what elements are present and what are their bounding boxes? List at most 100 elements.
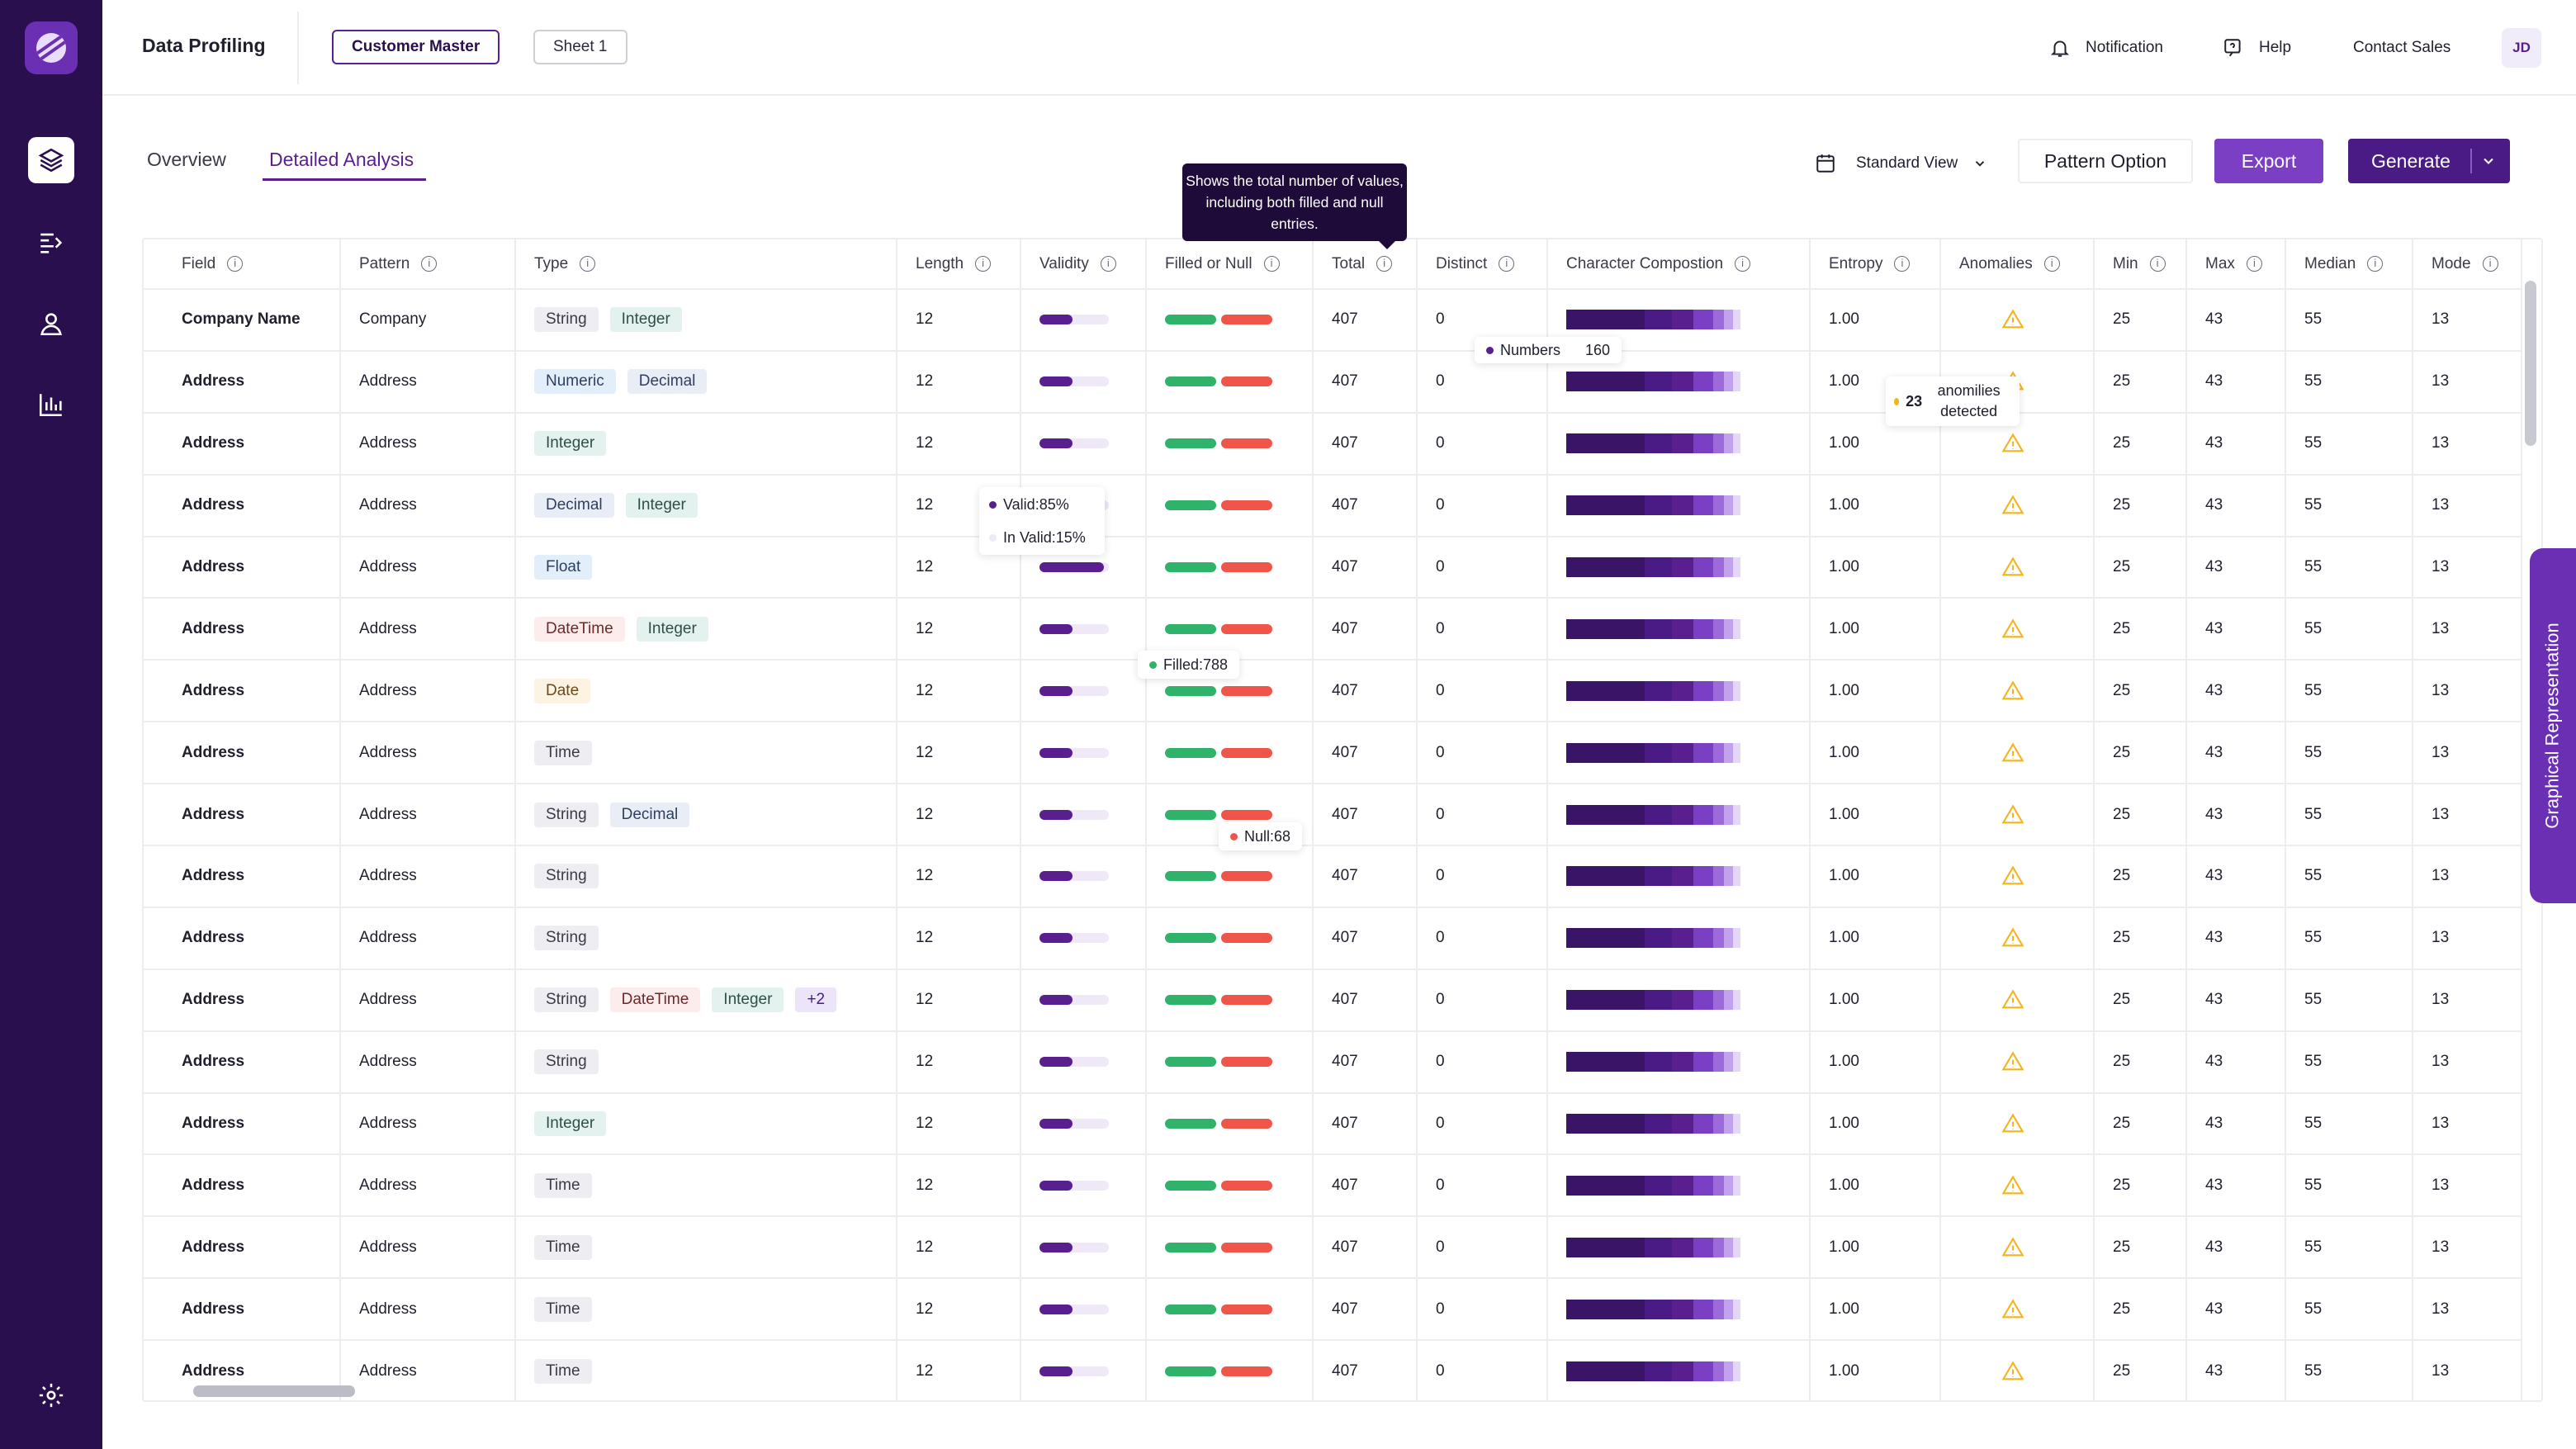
column-header[interactable]: Max i: [2186, 239, 2286, 290]
table-row[interactable]: Address Address Float 12 407 0 1.00 25 43 55 13: [144, 536, 2522, 599]
character-composition-bar[interactable]: [1566, 1237, 1741, 1257]
info-icon[interactable]: i: [2482, 255, 2498, 272]
filled-null-bar[interactable]: [1165, 1057, 1272, 1068]
info-icon[interactable]: i: [2043, 255, 2060, 272]
graphical-representation-tab[interactable]: Graphical Representation: [2530, 548, 2576, 903]
user-icon[interactable]: [28, 301, 74, 347]
info-icon[interactable]: i: [227, 255, 244, 272]
warning-icon[interactable]: [2001, 494, 2025, 517]
column-header[interactable]: Anomalies i: [1940, 239, 2095, 290]
filled-null-bar[interactable]: [1165, 871, 1272, 882]
validity-bar[interactable]: [1039, 747, 1109, 758]
validity-bar[interactable]: [1039, 685, 1109, 696]
table-row[interactable]: Address Address Numeric Decimal 12 407 0 1.00 25…: [144, 350, 2522, 414]
column-header[interactable]: Min i: [2094, 239, 2187, 290]
filled-null-bar[interactable]: [1165, 1304, 1272, 1314]
filled-null-bar[interactable]: [1165, 438, 1272, 449]
table-row[interactable]: Address Address String Decimal 12 407 0 1.00 25 4…: [144, 784, 2522, 847]
warning-icon[interactable]: [2001, 741, 2025, 765]
column-header[interactable]: Type i: [515, 239, 897, 290]
tab-detailed-analysis[interactable]: Detailed Analysis: [269, 149, 414, 170]
horizontal-scrollbar[interactable]: [193, 1385, 355, 1397]
validity-bar[interactable]: [1039, 1119, 1109, 1129]
table-row[interactable]: Address Address Time 12 407 0 1.00 25 43 55 13: [144, 1154, 2522, 1218]
column-header[interactable]: Pattern i: [340, 239, 516, 290]
avatar[interactable]: JD: [2502, 28, 2541, 68]
warning-icon[interactable]: [2001, 864, 2025, 888]
sheet-tab-sheet-1[interactable]: Sheet 1: [533, 30, 627, 64]
filled-null-bar[interactable]: [1165, 995, 1272, 1006]
table-row[interactable]: Address Address DateTime Integer 12 407 0 1.00 2…: [144, 598, 2522, 661]
list-icon[interactable]: [28, 220, 74, 266]
info-icon[interactable]: i: [1894, 255, 1911, 272]
table-row[interactable]: Address Address String 12 407 0 1.00 25 43 55 13: [144, 907, 2522, 970]
info-icon[interactable]: i: [2246, 255, 2262, 272]
column-header[interactable]: Distinct i: [1417, 239, 1548, 290]
warning-icon[interactable]: [2001, 556, 2025, 579]
tab-overview[interactable]: Overview: [147, 149, 226, 170]
filled-null-bar[interactable]: [1165, 623, 1272, 634]
pattern-option-button[interactable]: Pattern Option: [2018, 139, 2193, 183]
table-row[interactable]: Address Address String 12 407 0 1.00 25 43 55 13: [144, 845, 2522, 908]
warning-icon[interactable]: [2001, 1112, 2025, 1135]
info-icon[interactable]: i: [2367, 255, 2384, 272]
filled-null-bar[interactable]: [1165, 315, 1272, 325]
character-composition-bar[interactable]: [1566, 495, 1741, 516]
contact-sales-button[interactable]: Contact Sales: [2353, 31, 2451, 64]
table-row[interactable]: Address Address Time 12 407 0 1.00 25 43 55 13: [144, 1278, 2522, 1342]
info-icon[interactable]: i: [2149, 255, 2166, 272]
table-row[interactable]: Address Address String 12 407 0 1.00 25 43 55 13: [144, 1030, 2522, 1094]
warning-icon[interactable]: [2001, 432, 2025, 455]
info-icon[interactable]: i: [580, 255, 596, 272]
character-composition-bar[interactable]: [1566, 433, 1741, 454]
chart-icon[interactable]: [28, 381, 74, 428]
info-icon[interactable]: i: [975, 255, 992, 272]
column-header[interactable]: Filled or Null i: [1146, 239, 1314, 290]
info-icon[interactable]: i: [421, 255, 438, 272]
generate-button[interactable]: Generate: [2348, 139, 2510, 183]
character-composition-bar[interactable]: [1566, 1114, 1741, 1134]
filled-null-bar[interactable]: [1165, 685, 1272, 696]
table-row[interactable]: Company Name Company String Integer 12 407 0 1.…: [144, 289, 2522, 352]
validity-bar[interactable]: [1039, 1242, 1109, 1252]
warning-icon[interactable]: [2001, 618, 2025, 641]
warning-icon[interactable]: [2001, 308, 2025, 331]
vertical-scrollbar[interactable]: [2525, 281, 2536, 446]
view-select[interactable]: Standard View: [1815, 144, 2007, 183]
settings-icon[interactable]: [28, 1372, 74, 1418]
filled-null-bar[interactable]: [1165, 1119, 1272, 1129]
warning-icon[interactable]: [2001, 680, 2025, 703]
app-logo[interactable]: [25, 21, 78, 74]
info-icon[interactable]: i: [1735, 255, 1751, 272]
filled-null-bar[interactable]: [1165, 747, 1272, 758]
character-composition-bar[interactable]: [1566, 557, 1741, 577]
validity-bar[interactable]: [1039, 933, 1109, 944]
validity-bar[interactable]: [1039, 1057, 1109, 1068]
character-composition-bar[interactable]: [1566, 990, 1741, 1011]
validity-bar[interactable]: [1039, 809, 1109, 820]
warning-icon[interactable]: [2001, 926, 2025, 949]
info-icon[interactable]: i: [1100, 255, 1116, 272]
filled-null-bar[interactable]: [1165, 809, 1272, 820]
character-composition-bar[interactable]: [1566, 1175, 1741, 1196]
character-composition-bar[interactable]: [1566, 804, 1741, 825]
filled-null-bar[interactable]: [1165, 376, 1272, 387]
export-button[interactable]: Export: [2214, 139, 2323, 183]
table-row[interactable]: Address Address Integer 12 407 0 1.00 25 43 55 13: [144, 1092, 2522, 1156]
info-icon[interactable]: i: [1376, 255, 1393, 272]
column-header[interactable]: Median i: [2285, 239, 2413, 290]
character-composition-bar[interactable]: [1566, 1299, 1741, 1319]
filled-null-bar[interactable]: [1165, 1180, 1272, 1191]
character-composition-bar[interactable]: [1566, 310, 1741, 330]
validity-bar[interactable]: [1039, 871, 1109, 882]
warning-icon[interactable]: [2001, 1174, 2025, 1197]
character-composition-bar[interactable]: [1566, 618, 1741, 639]
table-row[interactable]: Address Address Decimal Integer 12 407 0 1.00 25…: [144, 474, 2522, 537]
warning-icon[interactable]: [2001, 1360, 2025, 1383]
column-header[interactable]: Mode i: [2413, 239, 2522, 290]
info-icon[interactable]: i: [1263, 255, 1280, 272]
character-composition-bar[interactable]: [1566, 1361, 1741, 1381]
validity-bar[interactable]: [1039, 376, 1109, 387]
warning-icon[interactable]: [2001, 1050, 2025, 1073]
sheet-tab-customer-master[interactable]: Customer Master: [332, 30, 500, 64]
